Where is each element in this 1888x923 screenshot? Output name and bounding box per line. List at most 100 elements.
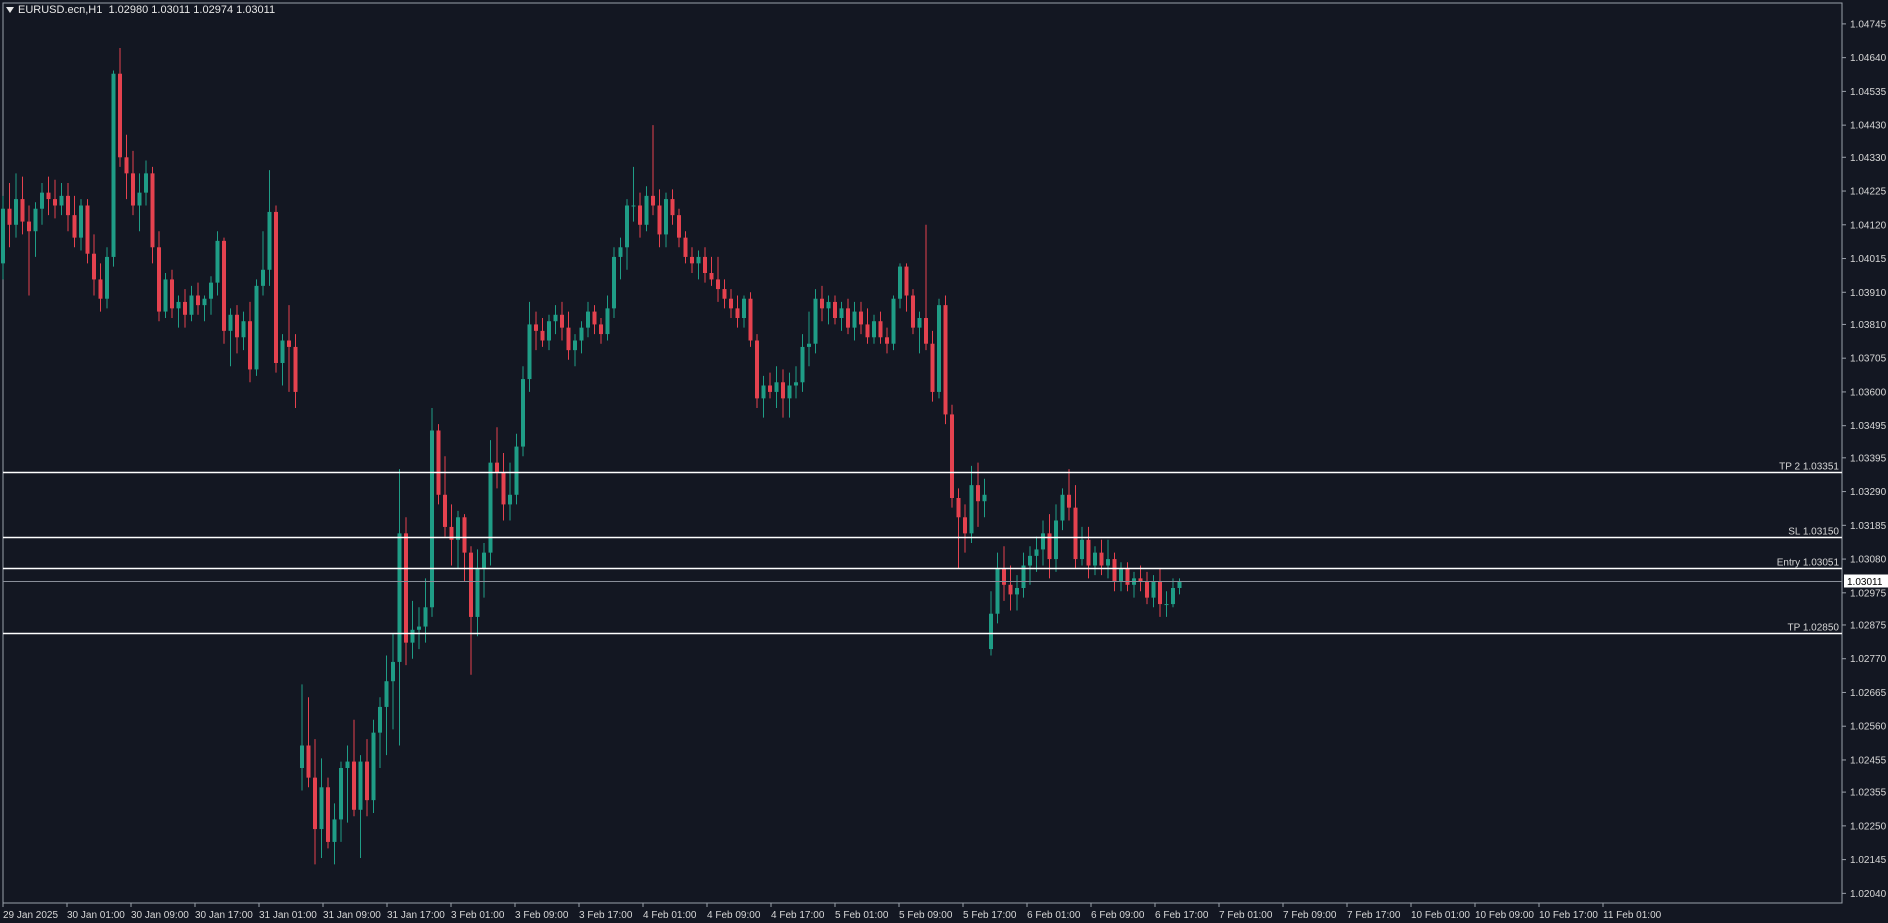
candle[interactable]: [553, 305, 558, 335]
candle[interactable]: [878, 311, 883, 344]
candle[interactable]: [1041, 520, 1045, 566]
candle[interactable]: [612, 247, 616, 318]
candle[interactable]: [820, 285, 824, 322]
candle[interactable]: [33, 202, 38, 257]
candle[interactable]: [150, 166, 155, 264]
candle[interactable]: [378, 697, 382, 768]
candle[interactable]: [215, 231, 220, 296]
candle[interactable]: [1028, 546, 1032, 585]
candle[interactable]: [475, 549, 480, 637]
candle[interactable]: [709, 256, 714, 286]
candle[interactable]: [365, 739, 369, 817]
candle[interactable]: [352, 719, 356, 817]
candle[interactable]: [1034, 536, 1039, 572]
candle[interactable]: [852, 301, 857, 341]
candle[interactable]: [521, 366, 525, 457]
candle[interactable]: [1151, 575, 1156, 608]
candle[interactable]: [774, 366, 779, 408]
candle[interactable]: [969, 465, 974, 543]
level-line[interactable]: TP 2 1.03351: [3, 462, 1842, 474]
candle[interactable]: [371, 719, 376, 813]
candle[interactable]: [781, 369, 785, 418]
candle[interactable]: [267, 170, 272, 286]
candle[interactable]: [651, 125, 655, 216]
candle[interactable]: [573, 334, 577, 367]
candle[interactable]: [1171, 578, 1175, 608]
candle[interactable]: [937, 298, 941, 399]
candle[interactable]: [14, 173, 18, 238]
candle[interactable]: [7, 183, 12, 248]
candle[interactable]: [586, 301, 590, 338]
candle[interactable]: [462, 514, 467, 582]
candle[interactable]: [391, 633, 395, 730]
candle[interactable]: [46, 176, 51, 216]
candle[interactable]: [137, 173, 142, 232]
candle[interactable]: [989, 591, 993, 656]
candle[interactable]: [1002, 546, 1006, 601]
candle[interactable]: [287, 305, 291, 392]
candle[interactable]: [27, 205, 31, 296]
candle[interactable]: [618, 237, 623, 280]
candle[interactable]: [1021, 552, 1026, 598]
candle[interactable]: [930, 330, 935, 402]
candle[interactable]: [72, 195, 77, 248]
candle[interactable]: [722, 279, 727, 309]
candle[interactable]: [846, 298, 850, 335]
candle[interactable]: [755, 334, 759, 408]
candle[interactable]: [1060, 488, 1065, 531]
candle[interactable]: [826, 295, 831, 325]
candle[interactable]: [306, 697, 311, 788]
candle[interactable]: [540, 318, 545, 347]
candle[interactable]: [703, 247, 707, 283]
candle[interactable]: [560, 301, 564, 341]
candle[interactable]: [280, 334, 285, 386]
candle[interactable]: [963, 504, 967, 553]
candle[interactable]: [696, 250, 701, 280]
candle[interactable]: [657, 189, 662, 248]
candle[interactable]: [917, 311, 922, 354]
candle[interactable]: [579, 321, 584, 354]
candle[interactable]: [423, 578, 428, 643]
candle[interactable]: [976, 462, 980, 527]
candle[interactable]: [495, 427, 499, 489]
candle[interactable]: [599, 318, 603, 344]
candle[interactable]: [807, 311, 811, 367]
candle[interactable]: [768, 372, 772, 399]
candle[interactable]: [1125, 562, 1130, 592]
candle[interactable]: [638, 192, 642, 238]
candle[interactable]: [794, 366, 798, 399]
level-line[interactable]: SL 1.03150: [3, 527, 1842, 539]
candle[interactable]: [118, 48, 122, 167]
candle[interactable]: [924, 224, 928, 351]
candle[interactable]: [748, 292, 753, 347]
candle[interactable]: [274, 205, 278, 373]
candle[interactable]: [1138, 565, 1143, 592]
candle[interactable]: [1145, 571, 1149, 605]
candle[interactable]: [482, 543, 486, 598]
candle[interactable]: [904, 263, 909, 312]
candle[interactable]: [410, 600, 415, 659]
candle[interactable]: [157, 231, 161, 322]
candle[interactable]: [670, 189, 675, 225]
candle[interactable]: [53, 179, 57, 219]
candle[interactable]: [1067, 469, 1071, 521]
candle[interactable]: [456, 510, 460, 569]
candle[interactable]: [254, 279, 259, 376]
candle[interactable]: [859, 301, 863, 335]
candle[interactable]: [313, 739, 317, 865]
candle[interactable]: [241, 311, 246, 351]
candle[interactable]: [872, 314, 876, 344]
candle[interactable]: [813, 289, 818, 354]
candle[interactable]: [547, 314, 551, 351]
candle[interactable]: [677, 208, 681, 248]
candle[interactable]: [111, 70, 116, 267]
candle[interactable]: [397, 469, 402, 746]
candle[interactable]: [358, 755, 363, 858]
candle[interactable]: [488, 440, 493, 566]
trade-levels-group[interactable]: TP 2 1.03351 SL 1.03150 Entry 1.03051 TP 1.…: [3, 462, 1842, 635]
candle[interactable]: [982, 478, 987, 518]
candle[interactable]: [332, 803, 337, 865]
dropdown-triangle-icon[interactable]: [6, 7, 14, 14]
candle[interactable]: [1106, 539, 1110, 579]
